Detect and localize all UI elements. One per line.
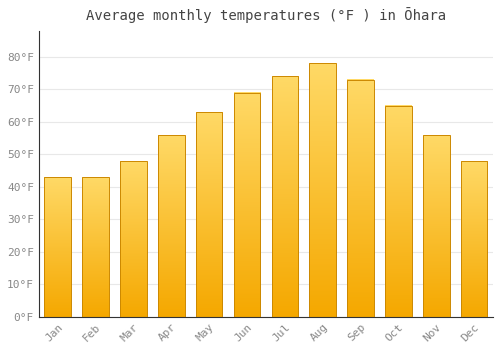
Bar	[385, 106, 411, 317]
Bar	[120, 161, 146, 317]
Bar	[196, 112, 222, 317]
Bar	[348, 80, 374, 317]
Bar	[310, 63, 336, 317]
Bar	[461, 161, 487, 317]
Bar	[423, 135, 450, 317]
Bar	[82, 177, 109, 317]
Bar	[234, 93, 260, 317]
Bar	[158, 135, 184, 317]
Title: Average monthly temperatures (°F ) in Ōhara: Average monthly temperatures (°F ) in Ōh…	[86, 7, 446, 23]
Bar	[272, 77, 298, 317]
Bar	[44, 177, 71, 317]
